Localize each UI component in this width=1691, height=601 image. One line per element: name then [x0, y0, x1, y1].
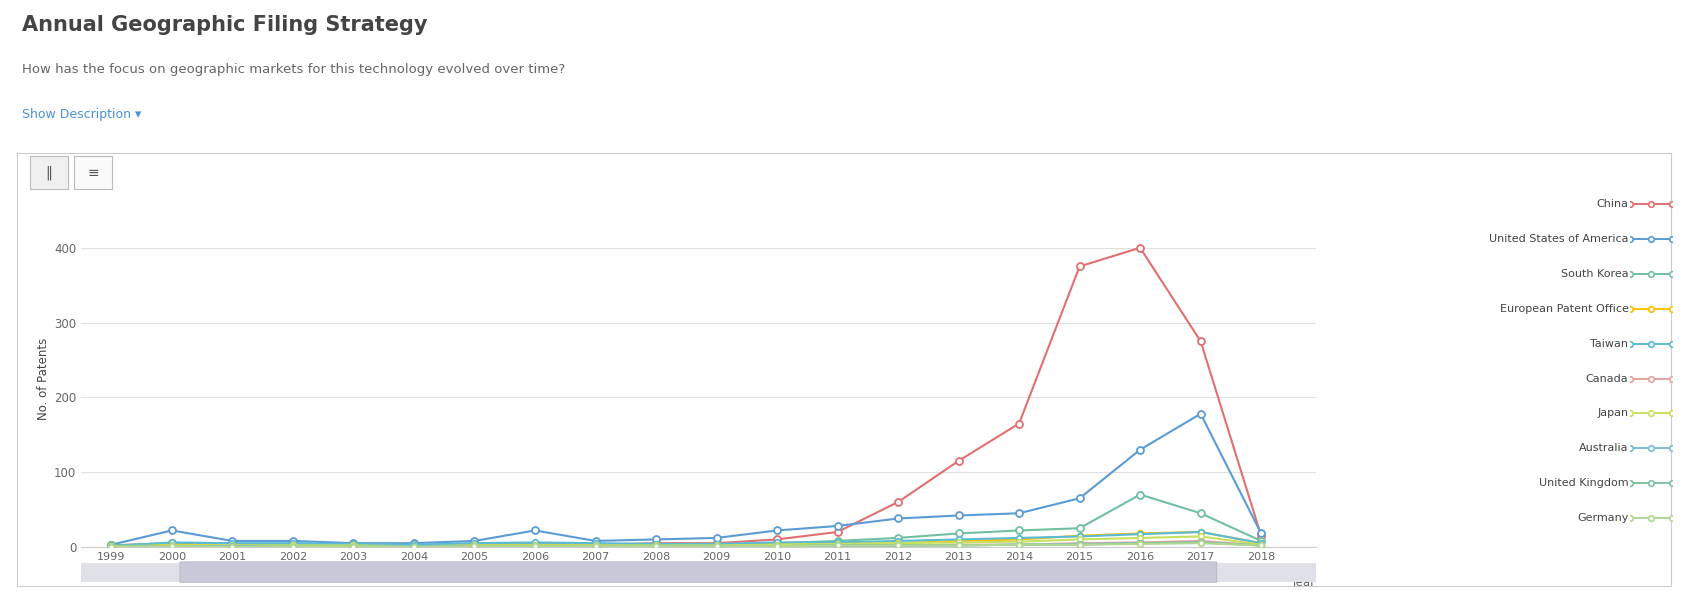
Text: China: China	[1596, 200, 1628, 209]
Text: Canada: Canada	[1586, 374, 1628, 383]
Text: Germany: Germany	[1578, 513, 1628, 523]
Text: Taiwan: Taiwan	[1591, 339, 1628, 349]
Text: ‖: ‖	[46, 165, 52, 180]
Text: ≡: ≡	[88, 166, 98, 180]
Text: South Korea: South Korea	[1561, 269, 1628, 279]
Text: How has the focus on geographic markets for this technology evolved over time?: How has the focus on geographic markets …	[22, 63, 565, 76]
Text: Show Description ▾: Show Description ▾	[22, 108, 142, 121]
Text: United States of America: United States of America	[1490, 234, 1628, 244]
Text: United Kingdom: United Kingdom	[1539, 478, 1628, 488]
Text: Australia: Australia	[1579, 444, 1628, 453]
Bar	[81, 563, 1316, 582]
Text: Japan: Japan	[1598, 409, 1628, 418]
Text: Year: Year	[1290, 576, 1316, 588]
Text: European Patent Office: European Patent Office	[1500, 304, 1628, 314]
Y-axis label: No. of Patents: No. of Patents	[37, 338, 51, 419]
Text: Annual Geographic Filing Strategy: Annual Geographic Filing Strategy	[22, 15, 428, 35]
FancyBboxPatch shape	[179, 562, 1218, 582]
